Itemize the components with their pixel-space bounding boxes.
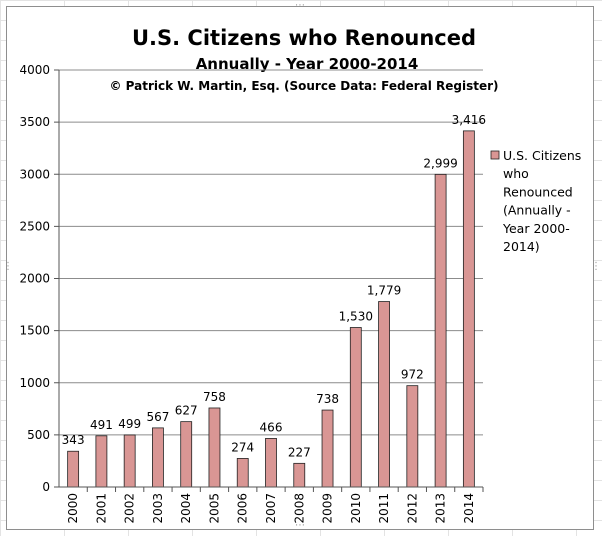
x-tick-label: 2000 [66,493,80,524]
legend-label-line: 2014) [503,239,540,254]
x-tick-label: 2009 [321,493,335,524]
x-tick-label: 2003 [151,493,165,524]
data-label: 627 [175,404,198,418]
x-tick-label: 2014 [462,493,476,524]
bar [349,327,362,488]
data-label: 2,999 [423,156,457,170]
bar [67,450,80,488]
resize-handle-right[interactable]: ⋮ [591,261,601,272]
data-label: 466 [260,420,283,434]
x-tick-label: 2012 [405,493,419,524]
x-tick-label: 2004 [179,493,193,524]
x-tick-label: 2002 [123,493,137,524]
resize-handle-left[interactable]: ⋮ [3,261,13,272]
legend-label-line: who [503,166,529,181]
bar [208,407,221,488]
bar [123,434,136,488]
chart-title: U.S. Citizens who Renounced [132,26,476,50]
y-tick-label: 2000 [19,272,50,286]
legend-label-line: Renounced [503,184,573,199]
data-label: 758 [203,390,226,404]
y-tick-label: 3500 [19,115,50,129]
y-tick-label: 1000 [19,376,50,390]
bars [67,130,475,488]
resize-handle-top[interactable]: ⋯ [295,0,305,11]
x-tick-label: 2013 [434,493,448,524]
axes [58,70,483,488]
bar [406,385,419,488]
bar [434,173,447,488]
x-tick-label: 2007 [264,493,278,524]
data-label: 274 [231,440,254,454]
chart-area[interactable]: U.S. Citizens who Renounced Annually - Y… [3,1,601,531]
data-label: 343 [62,433,85,447]
data-label: 3,416 [452,113,486,127]
x-axis-ticks: 2000 2001 2002 2003 2004 2005 2006 2007 2008 2009… [66,487,484,524]
data-label: 567 [146,410,169,424]
data-label: 499 [118,417,141,431]
data-label: 738 [316,392,339,406]
y-tick-label: 0 [42,480,50,494]
data-label: 491 [90,418,113,432]
bar [152,427,164,488]
x-tick-label: 2006 [236,493,250,524]
x-tick-label: 2010 [349,493,363,524]
y-tick-label: 4000 [19,63,50,77]
legend-swatch [490,150,500,160]
data-label: 1,530 [339,309,373,323]
legend-label-line: U.S. Citizens [503,148,581,163]
bar [265,438,277,488]
resize-handle-bottom[interactable]: ⋯ [295,520,305,531]
x-tick-label: 2008 [292,493,306,524]
legend-label-line: Year 2000- [502,221,570,236]
chart-svg: U.S. Citizens who Renounced Annually - Y… [19,26,581,524]
x-tick-label: 2001 [94,493,108,524]
bar [236,458,249,488]
legend[interactable]: U.S. Citizens who Renounced (Annually - Year… [490,148,581,254]
y-axis-ticks: 0 500 1000 1500 2000 2500 3000 3500 4000 [19,63,59,494]
bar [95,435,108,488]
x-tick-label: 2011 [377,493,391,524]
bar [462,130,475,488]
y-tick-label: 3000 [19,167,50,181]
y-tick-label: 500 [27,428,50,442]
bar [378,301,390,488]
y-tick-label: 2500 [19,219,50,233]
data-label: 1,779 [367,284,401,298]
data-labels: 343 491 499 567 627 758 274 466 227 738 1,530 1,779… [62,113,486,459]
bar [180,421,193,488]
y-tick-label: 1500 [19,324,50,338]
data-label: 227 [288,445,311,459]
bar [321,409,334,488]
chart-credit: © Patrick W. Martin, Esq. (Source Data: … [109,79,498,93]
x-tick-label: 2005 [207,493,221,524]
legend-text: U.S. Citizens who Renounced (Annually - Year… [502,148,581,254]
chart-subtitle: Annually - Year 2000-2014 [196,55,419,73]
bar [293,462,306,488]
legend-label-line: (Annually - [503,203,571,218]
data-label: 972 [401,368,424,382]
